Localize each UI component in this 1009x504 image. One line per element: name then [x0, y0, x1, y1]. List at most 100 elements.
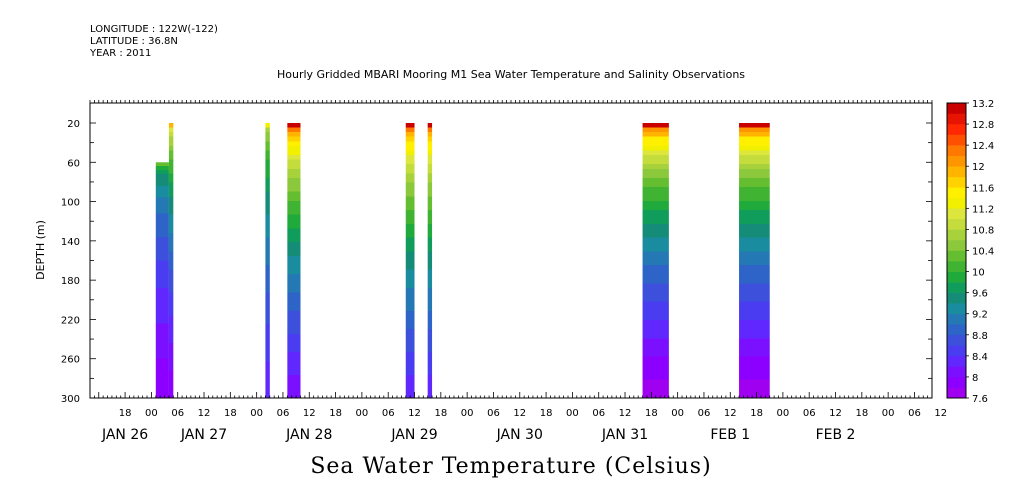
x-hour-tick-label: 12 — [619, 408, 632, 419]
x-hour-tick-label: 00 — [777, 408, 790, 419]
colorbar-swatch — [947, 282, 966, 293]
colorbar-label: 10.4 — [972, 247, 994, 258]
y-tick-label: 20 — [67, 119, 80, 130]
x-day-label: JAN 29 — [390, 427, 437, 443]
data-segment — [405, 123, 415, 398]
colorbar-label: 12 — [972, 162, 985, 173]
colorbar-swatch — [947, 292, 966, 304]
x-hour-tick-label: 00 — [461, 408, 474, 419]
x-hour-tick-label: 06 — [908, 408, 921, 419]
x-day-label: JAN 30 — [496, 427, 543, 443]
y-tick-label: 140 — [61, 237, 80, 248]
x-hour-tick-label: 06 — [277, 408, 290, 419]
colorbar-label: 10.8 — [972, 225, 994, 236]
latitude-label: LATITUDE : 36.8N — [90, 36, 178, 47]
colorbar-swatch — [947, 387, 966, 399]
longitude-label: LONGITUDE : 122W(-122) — [90, 24, 218, 35]
colorbar-swatch — [947, 208, 966, 220]
colorbar-swatch — [947, 313, 966, 325]
x-hour-tick-label: 00 — [882, 408, 895, 419]
x-hour-tick-label: 12 — [303, 408, 316, 419]
colorbar-label: 9.6 — [972, 289, 988, 300]
x-hour-tick-label: 00 — [145, 408, 158, 419]
x-hour-tick-label: 18 — [750, 408, 763, 419]
colorbar-swatch — [947, 145, 966, 156]
colorbar-label: 9.2 — [972, 310, 988, 321]
colorbar-swatch — [947, 334, 966, 346]
colorbar-swatch — [947, 345, 966, 357]
x-day-label: JAN 28 — [285, 427, 332, 443]
x-hour-tick-label: 06 — [382, 408, 395, 419]
x-hour-tick-label: 12 — [513, 408, 526, 419]
y-tick-label: 60 — [67, 158, 80, 169]
y-tick-label: 300 — [61, 394, 80, 405]
x-day-label: FEB 2 — [816, 427, 856, 443]
x-hour-tick-label: 06 — [487, 408, 500, 419]
colorbar-swatch — [947, 124, 966, 135]
axes: 18 00 06 12 18 00 06 12 18 00 06 12 18 00 06 12 18 00 06 12… — [61, 100, 947, 443]
x-hour-tick-label: 00 — [250, 408, 263, 419]
x-hour-tick-label: 18 — [119, 408, 132, 419]
x-hour-tick-label: 06 — [592, 408, 605, 419]
colorbar-swatch — [947, 103, 966, 114]
x-day-label: JAN 27 — [180, 427, 227, 443]
y-tick-label: 180 — [61, 276, 80, 287]
colorbar-swatch — [947, 134, 966, 146]
x-day-label: JAN 31 — [601, 427, 648, 443]
colorbar-swatch — [947, 218, 966, 230]
data-segment — [168, 123, 174, 398]
colorbar-swatch — [947, 271, 966, 283]
colorbar-swatch — [947, 355, 966, 367]
colorbar-swatch — [947, 113, 966, 125]
colorbar-swatch — [947, 187, 966, 199]
x-hour-tick-label: 00 — [671, 408, 684, 419]
colorbar-label: 8 — [972, 373, 978, 384]
colorbar-swatch — [947, 366, 966, 378]
x-hour-tick-label: 18 — [434, 408, 447, 419]
colorbar-swatch — [947, 324, 966, 336]
colorbar-swatch — [947, 176, 966, 188]
chart-title: Hourly Gridded MBARI Mooring M1 Sea Wate… — [276, 68, 746, 81]
colorbar-swatch — [947, 239, 966, 251]
colorbar-label: 12.4 — [972, 141, 994, 152]
data-segment — [155, 162, 169, 398]
x-hour-tick-label: 18 — [224, 408, 237, 419]
x-day-label: JAN 26 — [101, 427, 148, 443]
colorbar-label: 10 — [972, 268, 985, 279]
colorbar-label: 13.2 — [972, 99, 994, 110]
colorbar-label: 8.4 — [972, 352, 988, 363]
colorbar-swatch — [947, 197, 966, 209]
x-hour-tick-label: 18 — [329, 408, 342, 419]
colorbar: 13.2 12.8 12.4 12 11.6 11.2 10.8 10.4 10 9.6 9.2 8.… — [946, 99, 994, 405]
year-label: YEAR : 2011 — [90, 48, 152, 59]
plot-frame — [89, 102, 933, 399]
x-hour-tick-label: 00 — [566, 408, 579, 419]
x-hour-tick-label: 00 — [356, 408, 369, 419]
x-day-label: FEB 1 — [710, 427, 750, 443]
y-tick-label: 220 — [61, 315, 80, 326]
x-hour-tick-label: 12 — [829, 408, 842, 419]
x-hour-tick-label: 06 — [803, 408, 816, 419]
y-tick-label: 100 — [61, 198, 80, 209]
colorbar-swatch — [947, 250, 966, 262]
data-segment — [287, 123, 301, 398]
colorbar-swatch — [947, 155, 966, 167]
colorbar-swatch — [947, 376, 966, 388]
x-hour-tick-label: 06 — [698, 408, 711, 419]
colorbar-label: 11.2 — [972, 204, 994, 215]
x-hour-tick-label: 12 — [198, 408, 211, 419]
x-hour-tick-label: 18 — [855, 408, 868, 419]
x-hour-tick-label: 18 — [645, 408, 658, 419]
colorbar-label: 11.6 — [972, 183, 994, 194]
data-segment — [265, 123, 270, 398]
colorbar-swatch — [947, 229, 966, 241]
colorbar-label: 12.8 — [972, 120, 994, 131]
colorbar-swatch — [947, 166, 966, 178]
data-segment — [427, 123, 433, 398]
variable-title: Sea Water Temperature (Celsius) — [310, 454, 712, 479]
colorbar-swatch — [947, 303, 966, 315]
x-hour-tick-label: 12 — [934, 408, 947, 419]
colorbar-label: 8.8 — [972, 331, 988, 342]
data-segment — [642, 123, 669, 398]
